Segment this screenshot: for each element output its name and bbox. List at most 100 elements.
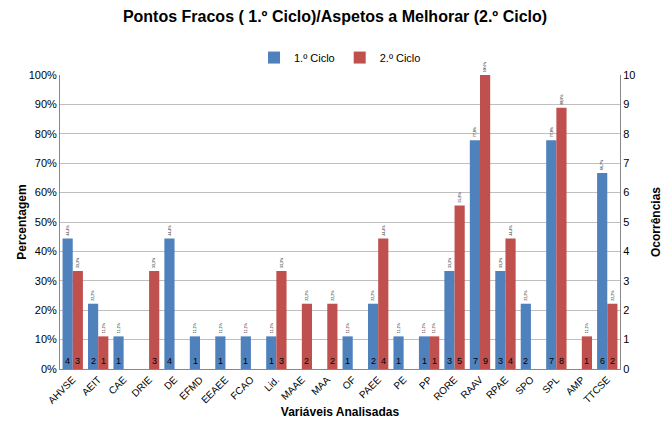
svg-text:OF: OF — [340, 374, 358, 392]
svg-text:EFMD: EFMD — [177, 374, 205, 402]
svg-text:44,4%: 44,4% — [382, 224, 386, 235]
svg-text:PAEE: PAEE — [357, 374, 383, 400]
svg-text:1: 1 — [422, 356, 427, 366]
svg-text:11,1%: 11,1% — [270, 322, 274, 333]
svg-text:10%: 10% — [35, 333, 57, 345]
svg-text:9: 9 — [623, 98, 629, 110]
svg-text:11,1%: 11,1% — [432, 322, 436, 333]
svg-text:2: 2 — [371, 356, 376, 366]
svg-text:2: 2 — [523, 356, 528, 366]
svg-text:11,1%: 11,1% — [102, 322, 106, 333]
svg-text:88,9%: 88,9% — [560, 94, 564, 105]
svg-text:0: 0 — [623, 363, 629, 375]
svg-text:Variáveis Analisadas: Variáveis Analisadas — [281, 405, 400, 419]
svg-text:3: 3 — [447, 356, 452, 366]
svg-text:3: 3 — [498, 356, 503, 366]
svg-text:100%: 100% — [29, 69, 57, 81]
svg-text:9: 9 — [483, 356, 488, 366]
svg-text:4: 4 — [508, 356, 513, 366]
svg-text:5: 5 — [623, 216, 629, 228]
svg-text:DRIE: DRIE — [129, 374, 154, 399]
svg-text:2: 2 — [623, 304, 629, 316]
svg-text:11,1%: 11,1% — [193, 322, 197, 333]
svg-text:4: 4 — [65, 356, 70, 366]
svg-text:11,1%: 11,1% — [346, 322, 350, 333]
svg-text:1: 1 — [345, 356, 350, 366]
svg-text:SPO: SPO — [513, 374, 536, 397]
svg-text:40%: 40% — [35, 245, 57, 257]
svg-text:MAA: MAA — [309, 374, 332, 397]
svg-text:22,2%: 22,2% — [91, 290, 95, 301]
svg-text:11,1%: 11,1% — [585, 322, 589, 333]
svg-text:11,1%: 11,1% — [397, 322, 401, 333]
svg-text:7: 7 — [549, 356, 554, 366]
svg-text:5: 5 — [457, 356, 462, 366]
svg-text:11,1%: 11,1% — [422, 322, 426, 333]
svg-text:TTCSE: TTCSE — [581, 374, 612, 405]
svg-text:11,1%: 11,1% — [219, 322, 223, 333]
svg-text:77,8%: 77,8% — [550, 126, 554, 137]
svg-text:CAE: CAE — [106, 374, 129, 397]
svg-text:1: 1 — [243, 356, 248, 366]
svg-text:4: 4 — [381, 356, 386, 366]
svg-text:AEIT: AEIT — [80, 374, 104, 398]
svg-text:22,2%: 22,2% — [524, 290, 528, 301]
svg-text:11,1%: 11,1% — [117, 322, 121, 333]
svg-text:MAAE: MAAE — [279, 374, 307, 402]
svg-text:6: 6 — [623, 186, 629, 198]
svg-text:2: 2 — [304, 356, 309, 366]
svg-text:AMP: AMP — [564, 374, 587, 397]
svg-text:22,2%: 22,2% — [371, 290, 375, 301]
svg-text:22,2%: 22,2% — [305, 290, 309, 301]
svg-text:Ocorrências: Ocorrências — [649, 187, 663, 257]
svg-text:70%: 70% — [35, 157, 57, 169]
svg-text:3: 3 — [623, 275, 629, 287]
svg-text:FCAO: FCAO — [228, 374, 256, 402]
svg-text:1: 1 — [396, 356, 401, 366]
svg-text:RORE: RORE — [431, 374, 459, 402]
svg-text:2.º Ciclo: 2.º Ciclo — [380, 52, 421, 64]
svg-text:1: 1 — [116, 356, 121, 366]
svg-text:11,1%: 11,1% — [244, 322, 248, 333]
svg-text:50%: 50% — [35, 216, 57, 228]
svg-text:0%: 0% — [41, 363, 57, 375]
svg-text:Lid.: Lid. — [262, 374, 281, 393]
svg-text:2: 2 — [610, 356, 615, 366]
svg-text:1: 1 — [193, 356, 198, 366]
svg-text:55,6%: 55,6% — [458, 192, 462, 203]
svg-text:44,4%: 44,4% — [66, 224, 70, 235]
svg-text:RAAV: RAAV — [458, 374, 485, 401]
svg-text:80%: 80% — [35, 128, 57, 140]
svg-text:44,4%: 44,4% — [509, 224, 513, 235]
svg-text:1: 1 — [432, 356, 437, 366]
svg-text:8: 8 — [623, 128, 629, 140]
svg-text:3: 3 — [152, 356, 157, 366]
svg-text:33,3%: 33,3% — [76, 257, 80, 268]
svg-text:4: 4 — [167, 356, 172, 366]
svg-text:33,3%: 33,3% — [280, 257, 284, 268]
svg-text:10: 10 — [623, 69, 635, 81]
svg-text:7: 7 — [623, 157, 629, 169]
svg-text:8: 8 — [559, 356, 564, 366]
svg-text:1: 1 — [269, 356, 274, 366]
svg-text:7: 7 — [473, 356, 478, 366]
svg-text:1.º Ciclo: 1.º Ciclo — [294, 52, 335, 64]
svg-text:30%: 30% — [35, 275, 57, 287]
svg-text:EEAEE: EEAEE — [199, 374, 231, 406]
svg-text:90%: 90% — [35, 98, 57, 110]
svg-text:66,7%: 66,7% — [600, 159, 604, 170]
svg-text:4: 4 — [623, 245, 629, 257]
svg-text:Percentagem: Percentagem — [15, 184, 29, 259]
svg-text:3: 3 — [279, 356, 284, 366]
svg-text:44,4%: 44,4% — [168, 224, 172, 235]
svg-text:33,3%: 33,3% — [499, 257, 503, 268]
svg-text:33,3%: 33,3% — [448, 257, 452, 268]
svg-text:AHVSE: AHVSE — [46, 374, 78, 406]
svg-text:77,8%: 77,8% — [473, 126, 477, 137]
svg-text:22,2%: 22,2% — [331, 290, 335, 301]
svg-text:33,3%: 33,3% — [152, 257, 156, 268]
svg-text:PP: PP — [417, 374, 434, 391]
svg-text:RPAE: RPAE — [484, 374, 511, 401]
svg-text:6: 6 — [600, 356, 605, 366]
svg-text:DE: DE — [162, 374, 180, 392]
